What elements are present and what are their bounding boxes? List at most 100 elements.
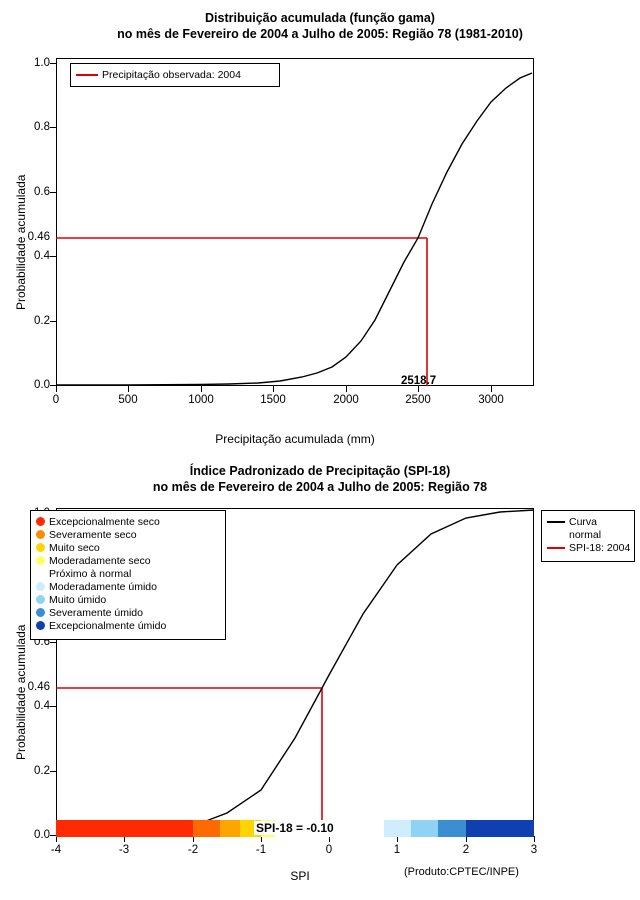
bottom-xtickmark-1 — [124, 836, 125, 842]
class-legend-row-4: Próximo à normal — [31, 567, 225, 580]
top-chart-title-line2: no mês de Fevereiro de 2004 a Julho de 2… — [117, 27, 523, 41]
bottom-xtick-2: -2 — [187, 844, 199, 856]
class-legend-row-1: Severamente seco — [31, 528, 225, 541]
top-xtickmark-0 — [56, 386, 57, 392]
class-legend-label-3: Moderadamente seco — [49, 554, 151, 567]
top-ytickmark-2 — [50, 256, 56, 257]
colorbar-seg-2 — [219, 820, 241, 837]
bottom-xtick-3: -1 — [255, 844, 267, 856]
top-legend-label-0: Precipitação observada: 2004 — [102, 69, 241, 81]
bottom-xtickmark-6 — [466, 836, 467, 842]
top-ytick-3: 0.6 — [34, 186, 50, 198]
spi-value-badge: SPI-18 = -0.10 — [254, 821, 336, 835]
top-xtick-5: 2500 — [405, 394, 431, 406]
bottom-class-legend: Excepcionalmente seco Severamente seco M… — [30, 510, 226, 640]
class-legend-row-6: Muito úmido — [31, 593, 225, 606]
top-ytick-5: 1.0 — [34, 57, 50, 69]
bottom-xtickmark-7 — [534, 836, 535, 842]
top-marker-y-label: 0.46 — [27, 231, 50, 243]
legend-line-icon-spi — [547, 546, 565, 549]
bottom-xtick-0: -4 — [50, 844, 62, 856]
top-ytick-2: 0.4 — [34, 250, 50, 262]
bottom-xtick-7: 3 — [530, 844, 538, 856]
top-xaxis-label: Precipitação acumulada (mm) — [215, 432, 375, 446]
bottom-ytickmark-0 — [50, 835, 56, 836]
curve-legend-label-0b: normal — [569, 528, 602, 541]
bottom-ytick-2: 0.4 — [34, 700, 50, 712]
top-ytick-1: 0.2 — [34, 315, 50, 327]
legend-line-icon — [76, 74, 98, 76]
colorbar-seg-7 — [411, 820, 439, 837]
bottom-ytick-1: 0.2 — [34, 765, 50, 777]
bottom-curve-legend: Curva normal SPI-18: 2004 — [541, 510, 635, 562]
top-xtickmark-4 — [346, 386, 347, 392]
top-xtick-4: 2000 — [333, 394, 359, 406]
top-xtick-2: 1000 — [188, 394, 214, 406]
legend-line-icon-curve — [547, 520, 565, 523]
bottom-xtickmark-4 — [329, 836, 330, 842]
curve-legend-label-1: SPI-18: 2004 — [569, 541, 631, 554]
class-swatch-icon-1 — [36, 530, 45, 539]
class-swatch-icon-8 — [36, 621, 45, 630]
bottom-xtick-6: 2 — [462, 844, 470, 856]
top-marker-x-label: 2518.7 — [401, 375, 437, 387]
bottom-xtickmark-3 — [261, 836, 262, 842]
class-swatch-icon-4 — [36, 569, 45, 578]
top-xtickmark-5 — [418, 386, 419, 392]
top-xtick-3: 1500 — [260, 394, 286, 406]
top-ytickmark-1 — [50, 321, 56, 322]
bottom-xtick-1: -3 — [118, 844, 130, 856]
top-xtickmark-2 — [201, 386, 202, 392]
class-swatch-icon-5 — [36, 582, 45, 591]
curve-legend-row-0b: normal — [542, 528, 634, 541]
bottom-xaxis-label: SPI — [290, 869, 310, 883]
class-legend-label-0: Excepcionalmente seco — [49, 515, 160, 528]
bottom-chart-title-line1: Índice Padronizado de Precipitação (SPI-… — [189, 464, 451, 478]
top-ytickmark-3 — [50, 192, 56, 193]
curve-legend-label-0a: Curva — [569, 515, 598, 528]
source-footer: (Produto:CPTEC/INPE) — [404, 866, 519, 878]
top-xtick-0: 0 — [52, 394, 60, 406]
class-legend-row-8: Excepcionalmente úmido — [31, 619, 225, 632]
bottom-ytickmark-2 — [50, 706, 56, 707]
class-legend-label-8: Excepcionalmente úmido — [49, 619, 167, 632]
class-legend-row-2: Muito seco — [31, 541, 225, 554]
class-legend-label-6: Muito úmido — [49, 593, 107, 606]
top-chart-title-line1: Distribuição acumulada (função gama) — [205, 11, 435, 25]
class-swatch-icon-0 — [36, 517, 45, 526]
top-xtickmark-3 — [273, 386, 274, 392]
colorbar-seg-9 — [465, 820, 534, 837]
class-legend-row-3: Moderadamente seco — [31, 554, 225, 567]
colorbar-seg-1 — [192, 820, 220, 837]
top-xtick-1: 500 — [118, 394, 138, 406]
curve-legend-row-0: Curva — [542, 515, 634, 528]
top-legend: Precipitação observada: 2004 — [70, 63, 280, 87]
curve-legend-row-1: SPI-18: 2004 — [542, 541, 634, 554]
bottom-ytickmark-3 — [50, 642, 56, 643]
class-swatch-icon-7 — [36, 608, 45, 617]
colorbar-seg-8 — [438, 820, 466, 837]
bottom-xtick-4: 0 — [325, 844, 333, 856]
top-ytick-4: 0.8 — [34, 121, 50, 133]
top-xtickmark-6 — [491, 386, 492, 392]
top-ytick-0: 0.0 — [34, 379, 50, 391]
bottom-marker-y-label: 0.46 — [27, 681, 50, 693]
bottom-chart-title-line2: no mês de Fevereiro de 2004 a Julho de 2… — [152, 480, 488, 494]
class-legend-row-5: Moderadamente úmido — [31, 580, 225, 593]
class-legend-label-7: Severamente úmido — [49, 606, 143, 619]
top-curve — [56, 72, 533, 386]
colorbar-seg-6 — [383, 820, 412, 837]
top-ytickmark-5 — [50, 63, 56, 64]
bottom-xtickmark-0 — [56, 836, 57, 842]
class-swatch-icon-3 — [36, 556, 45, 565]
class-swatch-icon-2 — [36, 543, 45, 552]
class-legend-row-0: Excepcionalmente seco — [31, 515, 225, 528]
bottom-ytickmark-1 — [50, 771, 56, 772]
top-ytickmark-4 — [50, 127, 56, 128]
top-ytickmark-0 — [50, 385, 56, 386]
class-legend-label-2: Muito seco — [49, 541, 100, 554]
top-xtickmark-1 — [128, 386, 129, 392]
class-swatch-icon-6 — [36, 595, 45, 604]
top-xtick-6: 3000 — [478, 394, 504, 406]
